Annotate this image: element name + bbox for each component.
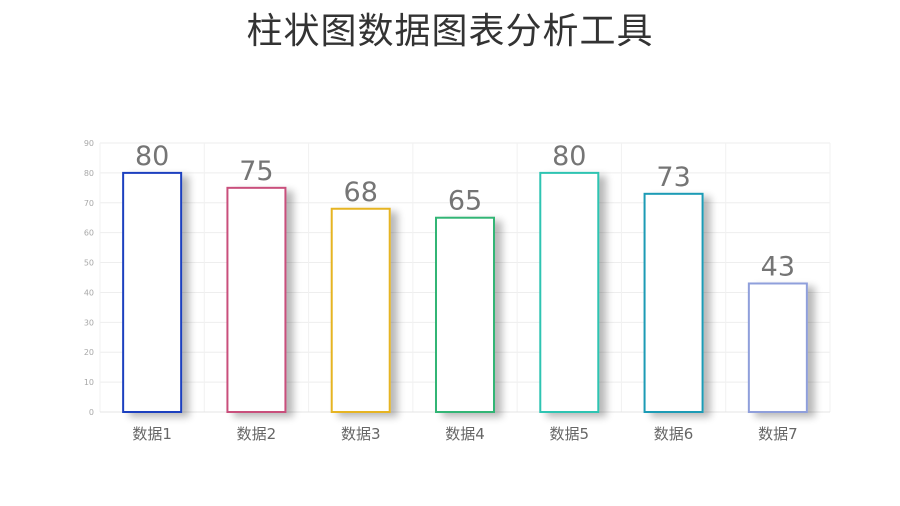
value-label: 65 xyxy=(448,186,482,217)
y-tick-label: 20 xyxy=(84,348,94,357)
bar-4 xyxy=(435,216,495,413)
bar-3 xyxy=(330,207,391,413)
bar-5 xyxy=(539,171,600,413)
y-tick-label: 70 xyxy=(84,199,94,208)
x-tick-label: 数据4 xyxy=(445,425,485,443)
y-tick-label: 60 xyxy=(84,229,94,238)
y-tick-label: 40 xyxy=(84,288,94,297)
y-axis-ticks: 0 10 20 30 40 50 60 70 80 90 xyxy=(84,139,94,417)
y-tick-label: 90 xyxy=(84,139,94,148)
y-tick-label: 10 xyxy=(84,378,94,387)
x-tick-label: 数据5 xyxy=(550,425,590,443)
bar-6 xyxy=(643,192,704,413)
x-tick-label: 数据1 xyxy=(132,425,172,443)
bars xyxy=(122,171,808,413)
bar-2 xyxy=(226,186,287,413)
page-title: 柱状图数据图表分析工具 xyxy=(246,11,654,52)
data-labels: 80 75 68 65 80 73 43 xyxy=(135,141,795,283)
value-label: 43 xyxy=(761,251,795,282)
value-label: 80 xyxy=(552,141,586,172)
x-tick-label: 数据2 xyxy=(237,425,277,443)
y-tick-label: 80 xyxy=(84,169,94,178)
x-tick-label: 数据3 xyxy=(341,425,381,443)
y-tick-label: 30 xyxy=(84,318,94,327)
x-tick-label: 数据7 xyxy=(758,425,798,443)
value-label: 75 xyxy=(239,156,273,187)
value-label: 80 xyxy=(135,141,169,172)
y-tick-label: 0 xyxy=(89,408,94,417)
x-axis-ticks: 数据1 数据2 数据3 数据4 数据5 数据6 数据7 xyxy=(132,425,797,443)
y-tick-label: 50 xyxy=(84,259,94,268)
x-tick-label: 数据6 xyxy=(654,425,694,443)
value-label: 68 xyxy=(344,177,378,208)
value-label: 73 xyxy=(656,162,690,193)
gridlines xyxy=(99,142,831,413)
bar-7 xyxy=(747,282,808,413)
bar-1 xyxy=(122,171,183,413)
